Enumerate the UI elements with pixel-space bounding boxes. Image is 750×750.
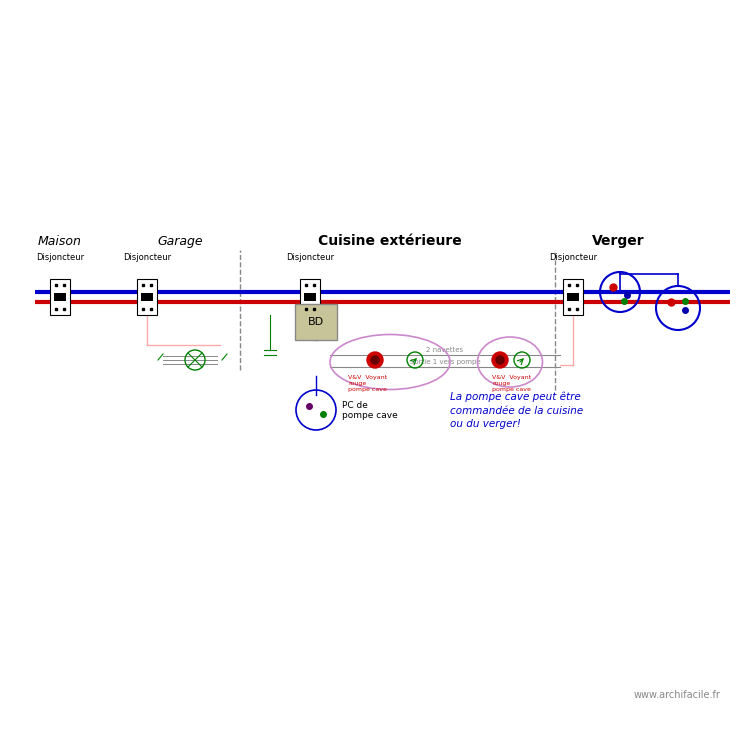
Text: 2 navettes: 2 navettes xyxy=(427,347,464,353)
Text: PC de: PC de xyxy=(342,401,368,410)
Circle shape xyxy=(496,356,504,364)
Circle shape xyxy=(492,352,508,368)
Bar xyxy=(137,279,157,315)
Circle shape xyxy=(367,352,383,368)
Text: BD: BD xyxy=(308,317,324,327)
Text: Cuisine extérieure: Cuisine extérieure xyxy=(318,234,462,248)
Bar xyxy=(563,279,583,315)
Text: Disjoncteur: Disjoncteur xyxy=(123,253,171,262)
Text: La pompe cave peut être
commandée de la cuisine
ou du verger!: La pompe cave peut être commandée de la … xyxy=(450,392,584,429)
Bar xyxy=(50,279,70,315)
Bar xyxy=(141,293,153,301)
Text: V&V  Voyant
rouge
pompe cave: V&V Voyant rouge pompe cave xyxy=(348,375,387,392)
Text: Maison: Maison xyxy=(38,235,82,248)
Bar xyxy=(304,293,316,301)
Text: Disjoncteur: Disjoncteur xyxy=(286,253,334,262)
Bar xyxy=(54,293,66,301)
Text: www.archifacile.fr: www.archifacile.fr xyxy=(633,690,720,700)
Text: Disjoncteur: Disjoncteur xyxy=(36,253,84,262)
Bar xyxy=(567,293,579,301)
Bar xyxy=(295,304,337,340)
Circle shape xyxy=(371,356,379,364)
Bar xyxy=(300,279,320,315)
Text: pompe cave: pompe cave xyxy=(342,412,398,421)
Text: Garage: Garage xyxy=(158,235,203,248)
Text: Disjoncteur: Disjoncteur xyxy=(549,253,597,262)
Text: Verger: Verger xyxy=(592,234,644,248)
Text: Sortie 1 vers pompe: Sortie 1 vers pompe xyxy=(410,359,480,365)
Text: V&V  Voyant
rouge
pompe cave: V&V Voyant rouge pompe cave xyxy=(492,375,531,392)
